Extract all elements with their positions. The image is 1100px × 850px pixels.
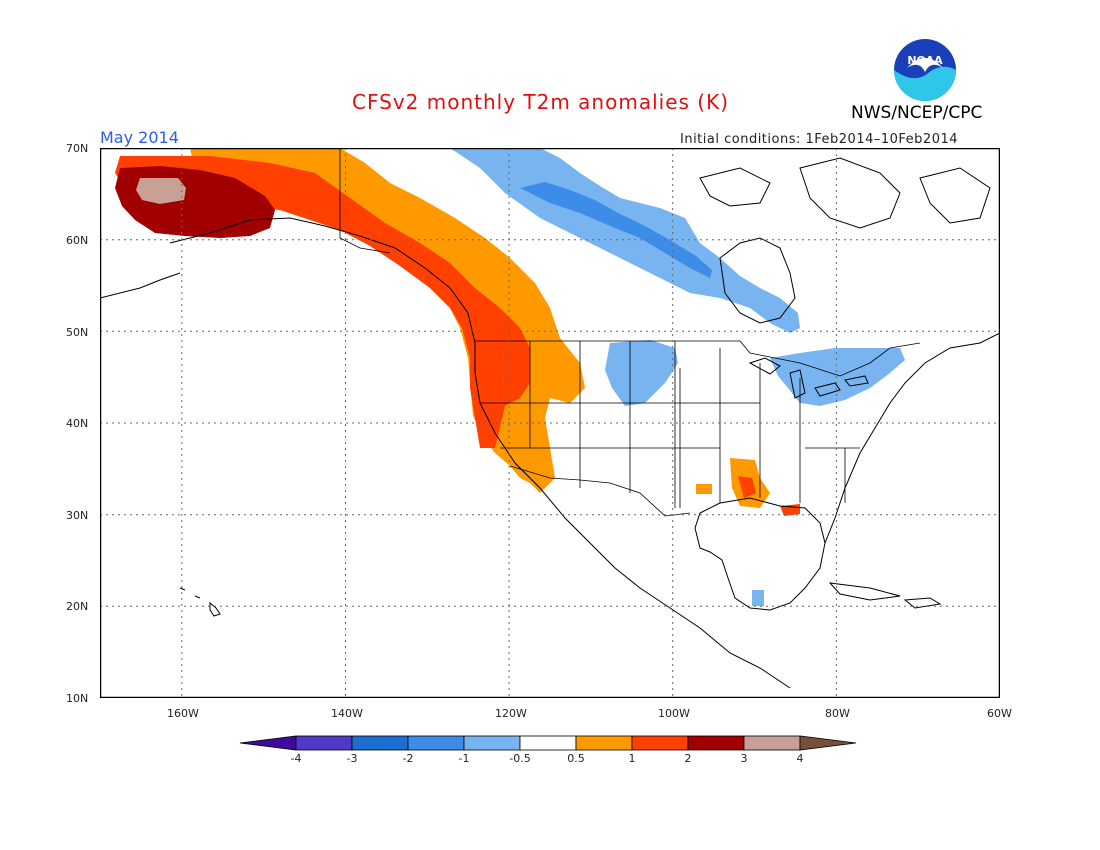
cold-region-great-lakes — [770, 348, 905, 406]
us-canada-border — [475, 340, 921, 377]
map-frame — [100, 148, 1000, 698]
lat-label-60n: 60N — [66, 234, 89, 247]
legend-swatch — [351, 735, 409, 751]
east-coastline — [824, 332, 1000, 544]
noaa-logo-text: NOAA — [907, 54, 943, 67]
hawaii — [179, 587, 221, 617]
lon-label-160w: 160W — [167, 707, 199, 720]
noaa-logo: NOAA — [894, 39, 956, 101]
legend-tick-label: 0.5 — [567, 752, 585, 765]
legend-arrow-high — [799, 735, 857, 751]
map-title: CFSv2 monthly T2m anomalies (K) — [352, 90, 729, 114]
warm-region-texas — [696, 484, 712, 494]
lat-label-70n: 70N — [66, 142, 89, 155]
legend-swatch — [463, 735, 521, 751]
legend-swatch — [295, 735, 353, 751]
legend-swatch — [743, 735, 801, 751]
state-lines — [480, 341, 860, 508]
lat-label-10n: 10N — [66, 692, 89, 705]
cuba — [828, 582, 901, 601]
lat-label-50n: 50N — [66, 326, 89, 339]
warm-region-gulf-coast-inner — [738, 476, 756, 498]
cold-region-plains — [605, 340, 678, 406]
cold-region-canada-strong — [520, 182, 712, 278]
lat-label-30n: 30N — [66, 509, 89, 522]
hudson-bay-coast — [719, 237, 796, 324]
lat-label-40n: 40N — [66, 417, 89, 430]
hispaniola — [903, 597, 942, 609]
legend-tick-label: 4 — [797, 752, 804, 765]
anomaly-fields — [115, 148, 905, 606]
alaska-canada-border — [339, 148, 391, 254]
forecast-period: May 2014 — [100, 128, 179, 147]
legend-tick-label: -3 — [347, 752, 358, 765]
legend-tick-label: -2 — [403, 752, 414, 765]
arctic-islands — [699, 157, 991, 229]
legend-tick-label: 1 — [629, 752, 636, 765]
aleutian-islands — [100, 272, 181, 299]
lon-label-140w: 140W — [331, 707, 363, 720]
legend-labels: -4 -3 -2 -1 -0.5 0.5 1 2 3 4 — [291, 752, 804, 765]
legend-swatch — [631, 735, 689, 751]
legend-tick-label: -0.5 — [509, 752, 530, 765]
lon-label-120w: 120W — [495, 707, 527, 720]
agency-label: NWS/NCEP/CPC — [851, 103, 983, 123]
legend-swatch — [575, 735, 633, 751]
legend-tick-label: -4 — [291, 752, 302, 765]
warm-region-alaska-peak — [136, 178, 186, 204]
coastlines — [100, 157, 1000, 689]
graticule — [100, 148, 1000, 698]
lon-label-100w: 100W — [658, 707, 690, 720]
great-lakes — [748, 357, 869, 399]
cold-region-central-america — [752, 590, 764, 606]
color-legend: -4 -3 -2 -1 -0.5 0.5 1 2 3 4 — [239, 735, 857, 765]
legend-swatch — [407, 735, 465, 751]
legend-swatch — [687, 735, 745, 751]
us-mexico-border — [509, 465, 691, 517]
legend-bar — [239, 735, 857, 751]
legend-tick-label: 3 — [741, 752, 748, 765]
lat-label-20n: 20N — [66, 600, 89, 613]
legend-swatch — [519, 735, 577, 751]
legend-arrow-low — [239, 735, 297, 751]
legend-tick-label: 2 — [685, 752, 692, 765]
legend-tick-label: -1 — [459, 752, 470, 765]
lon-label-80w: 80W — [825, 707, 850, 720]
political-borders — [339, 148, 921, 517]
lon-label-60w: 60W — [987, 707, 1012, 720]
anomaly-map — [100, 148, 1000, 698]
initial-conditions: Initial conditions: 1Feb2014–10Feb2014 — [680, 132, 959, 147]
